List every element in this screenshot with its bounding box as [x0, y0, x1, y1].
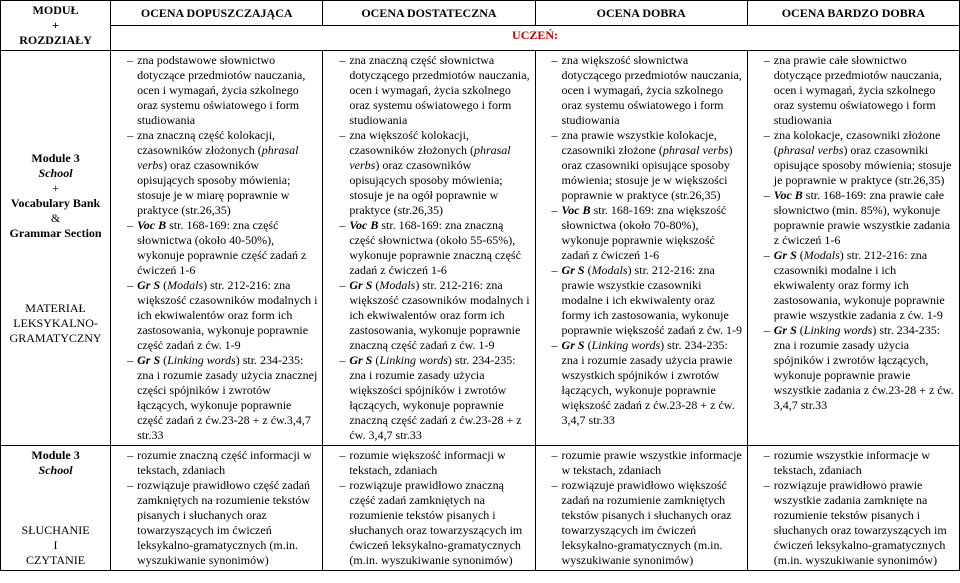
list-item: Gr S (Modals) str. 212-216: zna czasowni…: [764, 248, 955, 323]
row-listen-read: Module 3SchoolSŁUCHANIEICZYTANIE rozumie…: [1, 446, 960, 571]
grading-table: MODUŁ+ROZDZIAŁY OCENA DOPUSZCZAJĄCA OCEN…: [0, 0, 960, 571]
header-c3: OCENA DOBRA: [535, 1, 747, 26]
list-item: rozumie prawie wszystkie informacje w te…: [552, 448, 743, 478]
header-c4: OCENA BARDZO DOBRA: [747, 1, 959, 26]
list-item: zna większość słownictwa dotyczącego prz…: [552, 53, 743, 128]
row1-c3: zna większość słownictwa dotyczącego prz…: [535, 51, 747, 446]
row1-c1: zna podstawowe słownictwo dotyczące prze…: [111, 51, 323, 446]
list-item: Gr S (Linking words) str. 234-235: zna i…: [127, 353, 318, 443]
pupil-label: UCZEŃ:: [111, 26, 960, 51]
list-item: rozwiązuje prawidłowo większość zadań na…: [552, 478, 743, 568]
header-row: MODUŁ+ROZDZIAŁY OCENA DOPUSZCZAJĄCA OCEN…: [1, 1, 960, 26]
list-item: rozumie większość informacji w tekstach,…: [339, 448, 530, 478]
list-item: zna podstawowe słownictwo dotyczące prze…: [127, 53, 318, 128]
row1-label: Module 3School+Vocabulary Bank&Grammar S…: [1, 51, 111, 446]
list-item: Gr S (Modals) str. 212-216: zna większoś…: [339, 278, 530, 353]
list-item: rozwiązuje prawidłowo część zadań zamkni…: [127, 478, 318, 568]
list-item: zna większość kolokacji, czasowników zło…: [339, 128, 530, 218]
header-c1: OCENA DOPUSZCZAJĄCA: [111, 1, 323, 26]
list-item: zna kolokacje, czasowniki złożone (phras…: [764, 128, 955, 188]
list-item: zna prawie całe słownictwo dotyczące prz…: [764, 53, 955, 128]
list-item: Voc B str. 168-169: zna część słownictwa…: [127, 218, 318, 278]
row2-c2: rozumie większość informacji w tekstach,…: [323, 446, 535, 571]
list-item: rozumie wszystkie informacje w tekstach,…: [764, 448, 955, 478]
list-item: Voc B str. 168-169: zna większość słowni…: [552, 203, 743, 263]
list-item: Voc B str. 168-169: zna znaczną część sł…: [339, 218, 530, 278]
list-item: rozwiązuje prawidłowo znaczną część zada…: [339, 478, 530, 568]
list-item: zna znaczną część słownictwa dotyczącego…: [339, 53, 530, 128]
list-item: Gr S (Linking words) str. 234-235: zna i…: [339, 353, 530, 443]
row2-c3: rozumie prawie wszystkie informacje w te…: [535, 446, 747, 571]
list-item: Voc B str. 168-169: zna prawie całe słow…: [764, 188, 955, 248]
pupil-row: UCZEŃ:: [1, 26, 960, 51]
row-lex-gram: Module 3School+Vocabulary Bank&Grammar S…: [1, 51, 960, 446]
row2-c1: rozumie znaczną część informacji w tekst…: [111, 446, 323, 571]
header-module: MODUŁ+ROZDZIAŁY: [1, 1, 111, 51]
list-item: zna znaczną część kolokacji, czasowników…: [127, 128, 318, 218]
list-item: rozumie znaczną część informacji w tekst…: [127, 448, 318, 478]
list-item: rozwiązuje prawidłowo prawie wszystkie z…: [764, 478, 955, 568]
list-item: Gr S (Linking words) str. 234-235: zna i…: [764, 323, 955, 413]
list-item: Gr S (Linking words) str. 234-235: zna i…: [552, 338, 743, 428]
row2-c4: rozumie wszystkie informacje w tekstach,…: [747, 446, 959, 571]
list-item: Gr S (Modals) str. 212-216: zna większoś…: [127, 278, 318, 353]
row2-label: Module 3SchoolSŁUCHANIEICZYTANIE: [1, 446, 111, 571]
list-item: zna prawie wszystkie kolokacje, czasowni…: [552, 128, 743, 203]
row1-c2: zna znaczną część słownictwa dotyczącego…: [323, 51, 535, 446]
list-item: Gr S (Modals) str. 212-216: zna prawie w…: [552, 263, 743, 338]
row1-c4: zna prawie całe słownictwo dotyczące prz…: [747, 51, 959, 446]
header-c2: OCENA DOSTATECZNA: [323, 1, 535, 26]
